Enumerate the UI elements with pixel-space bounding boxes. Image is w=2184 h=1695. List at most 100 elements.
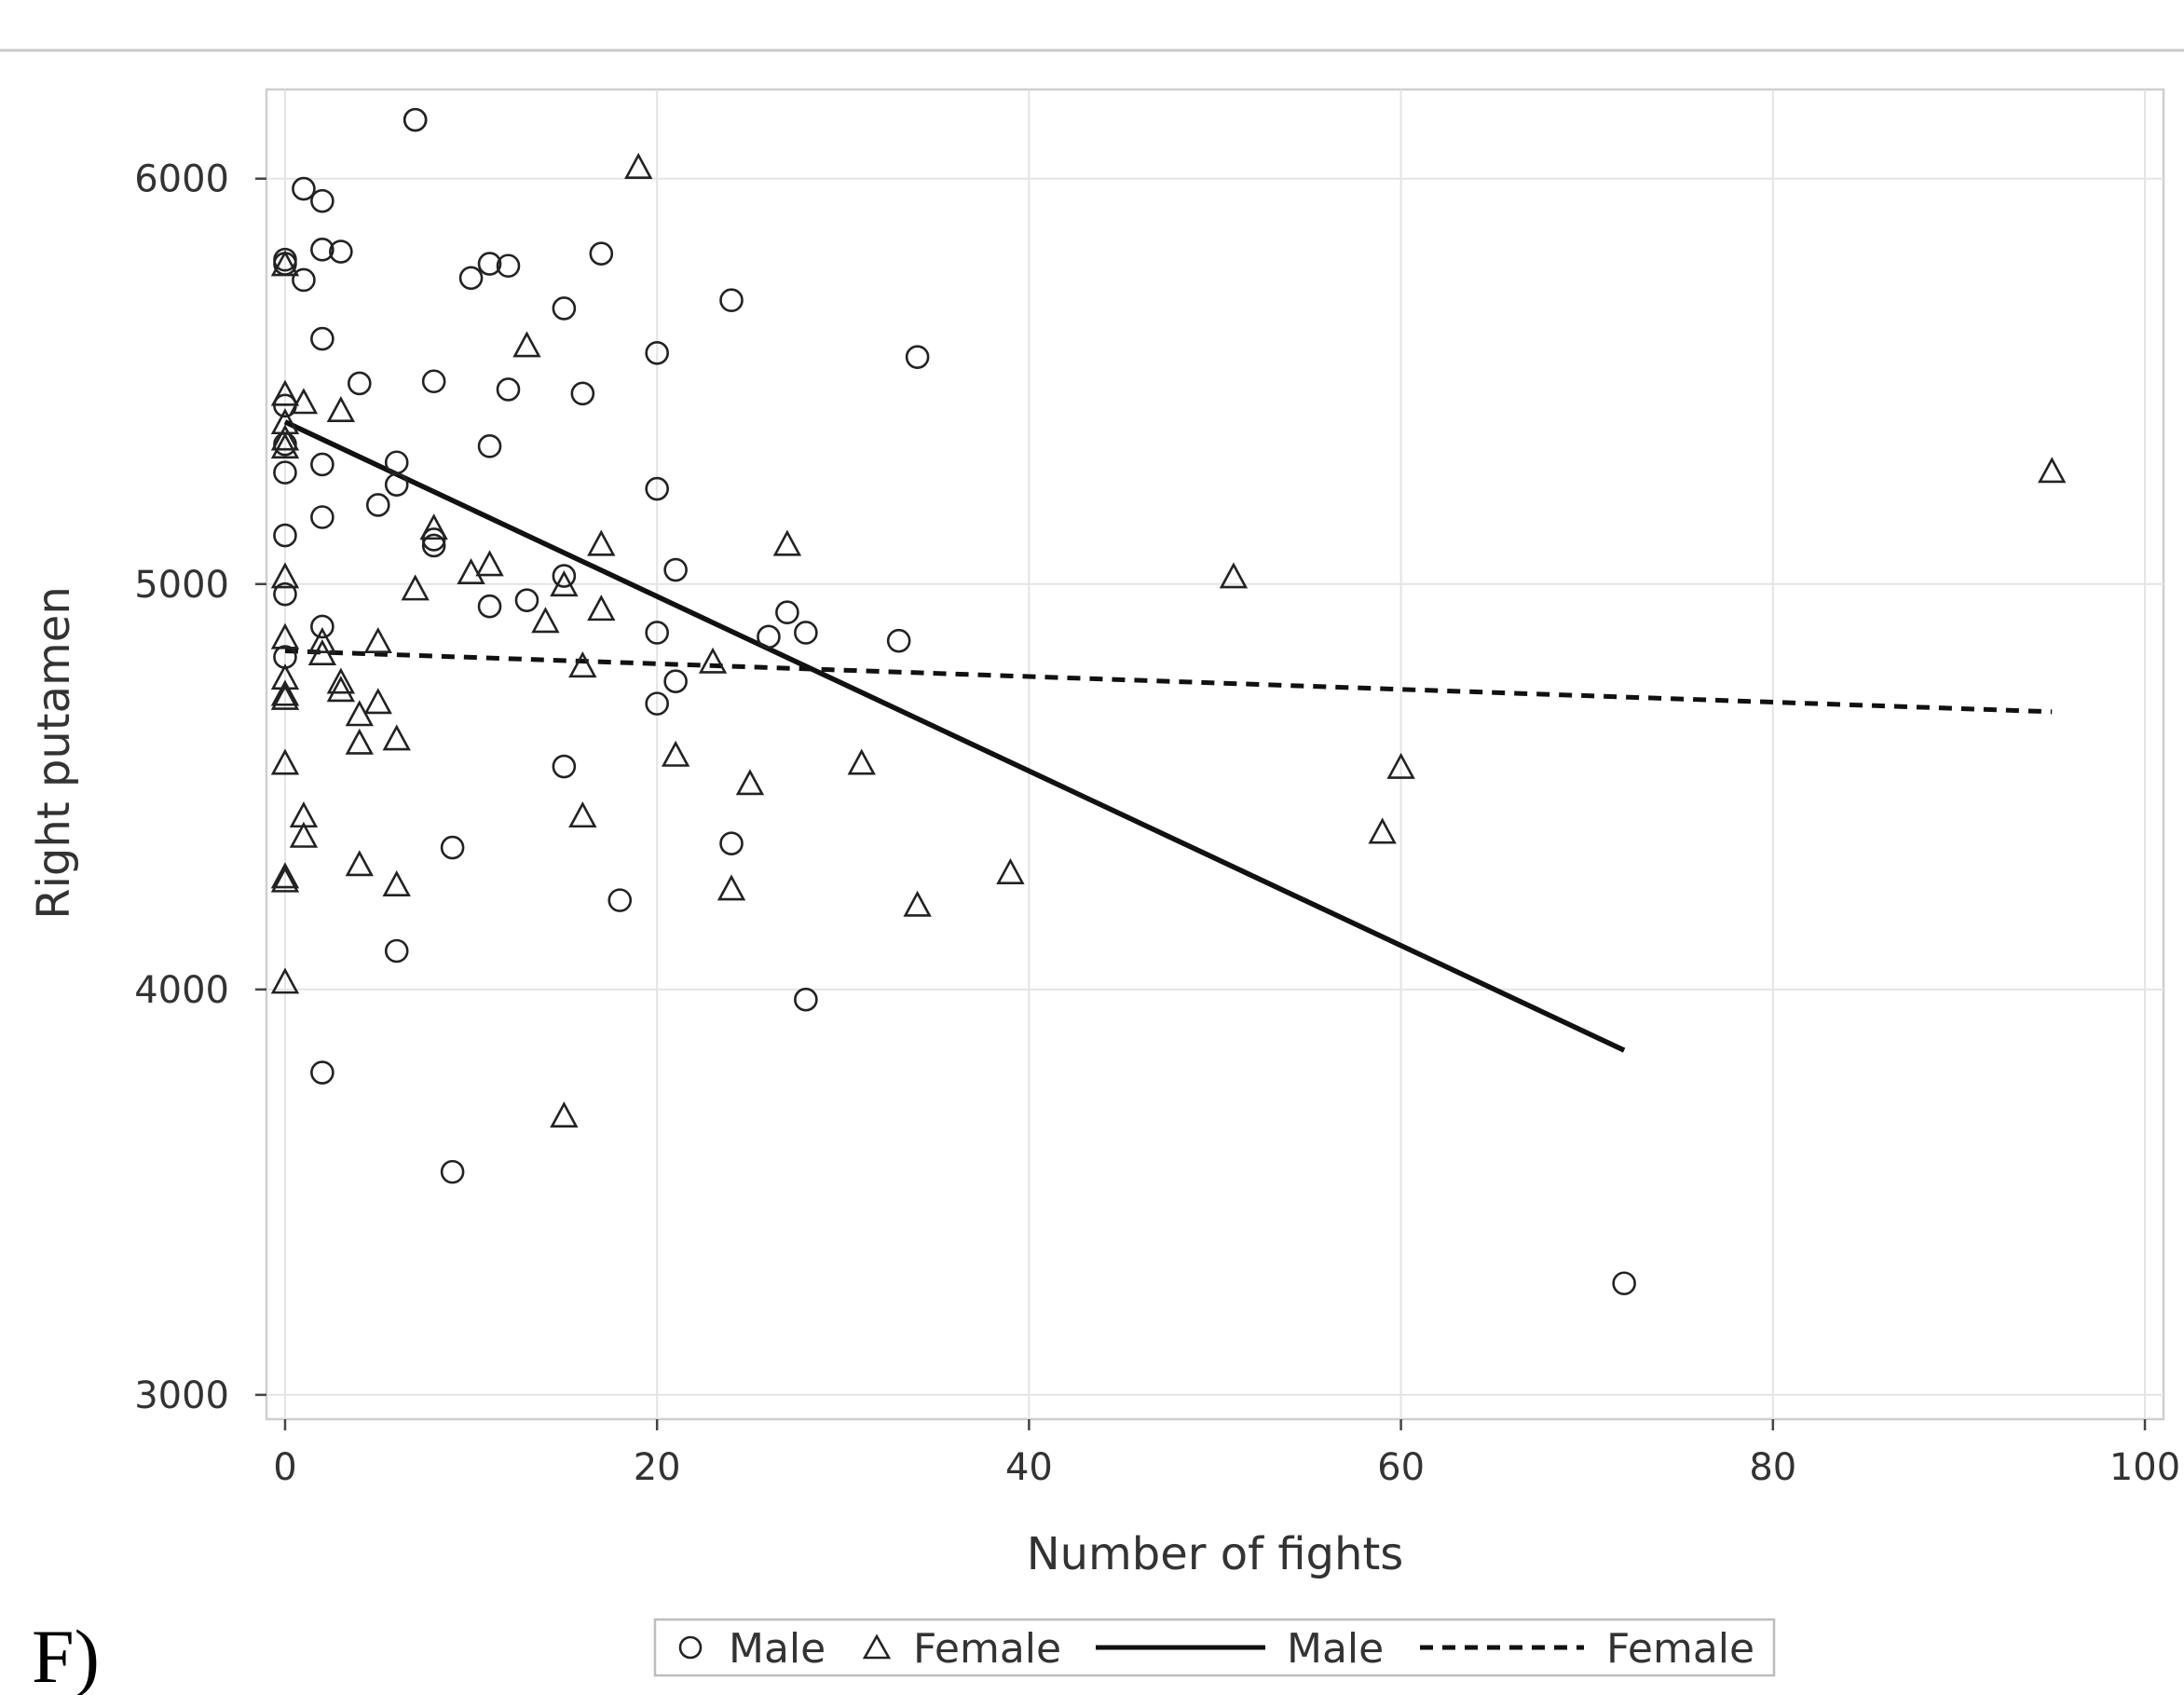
female-point [1219,562,1249,589]
legend: Male Female Male Female [653,1618,1776,1677]
male-point [794,621,818,645]
axes: 0 20 40 60 80 100 3000 4000 5000 6000 [134,158,2180,1489]
female-point [270,866,300,893]
male-point [645,340,669,365]
male-point [384,472,409,497]
legend-female-marker [862,1633,892,1660]
female-point [270,683,300,710]
male-point [645,476,669,501]
female-point [717,874,746,901]
male-point [477,252,502,276]
female-point [587,529,616,556]
male-point [794,987,818,1012]
female-point [531,607,560,634]
female-point [419,513,448,540]
x-tick-label: 100 [2109,1446,2180,1489]
male-point [403,107,428,132]
female-point [270,562,300,589]
female-point [661,740,690,767]
female-point [568,651,597,678]
female-point [289,388,319,415]
female-point [2038,457,2067,484]
female-point [270,250,300,277]
male-point [273,460,297,485]
male-point [310,614,334,639]
female-point [996,857,1025,884]
female-point [326,676,356,703]
male-point [645,691,669,716]
fit-line-male [283,419,1626,1053]
male-point [384,450,409,475]
female-point [326,667,356,694]
female-point [587,595,616,622]
x-tick-label: 80 [1749,1446,1796,1489]
male-point [273,581,297,607]
female-point [457,557,485,585]
female-point [270,862,300,889]
legend-male-marker [678,1635,703,1660]
male-point [589,241,614,266]
legend-female-line-label: Female [1606,1625,1754,1673]
x-tick-label: 40 [1005,1446,1053,1489]
male-point [607,888,633,912]
male-point [310,238,334,262]
male-point [886,628,911,653]
male-point [570,381,595,406]
male-point [719,831,744,856]
female-point [270,432,300,459]
female-point [772,529,802,556]
female-point [270,967,300,994]
female-point [270,424,300,451]
male-point [645,621,669,645]
data-marks [270,107,2067,1296]
y-tick-label: 3000 [134,1374,229,1417]
x-tick-label: 20 [634,1446,681,1489]
female-point [1368,817,1397,844]
male-point [310,505,334,529]
female-point [363,688,392,715]
male-point [663,557,688,582]
male-point [310,326,334,351]
female-point [307,639,337,666]
male-point [384,938,409,964]
x-axis-label: Number of fights [1027,1528,1404,1580]
female-point [903,890,932,917]
grid [266,89,2164,1419]
female-point [698,647,728,674]
female-point [512,331,541,358]
plot-frame [265,88,2165,1421]
male-point [1612,1271,1636,1296]
female-point [326,395,356,422]
male-point [905,345,930,369]
male-point [440,835,465,860]
female-point [270,379,300,406]
female-point [270,679,300,706]
female-point [847,748,876,775]
male-point [719,288,744,313]
male-point [775,600,799,625]
female-point [568,801,597,828]
legend-male-line-label: Male [1287,1625,1384,1673]
male-point [292,176,316,201]
legend-female-marker-label: Female [913,1625,1061,1673]
y-tick-label: 4000 [134,969,229,1012]
y-tick-label: 5000 [134,564,229,607]
male-point [421,369,446,394]
female-point [624,152,653,179]
female-point [1386,752,1415,779]
x-tick-label: 0 [273,1446,296,1489]
male-point [458,266,484,291]
male-point [477,594,502,619]
female-point [345,728,374,755]
male-point [496,253,521,279]
male-point [552,296,577,321]
male-point [273,523,297,548]
fit-line-female [284,649,2053,715]
female-point [289,821,319,848]
female-point [270,748,300,775]
male-point [663,669,688,693]
male-point [310,452,334,477]
male-point [552,564,577,588]
male-point [310,188,334,213]
